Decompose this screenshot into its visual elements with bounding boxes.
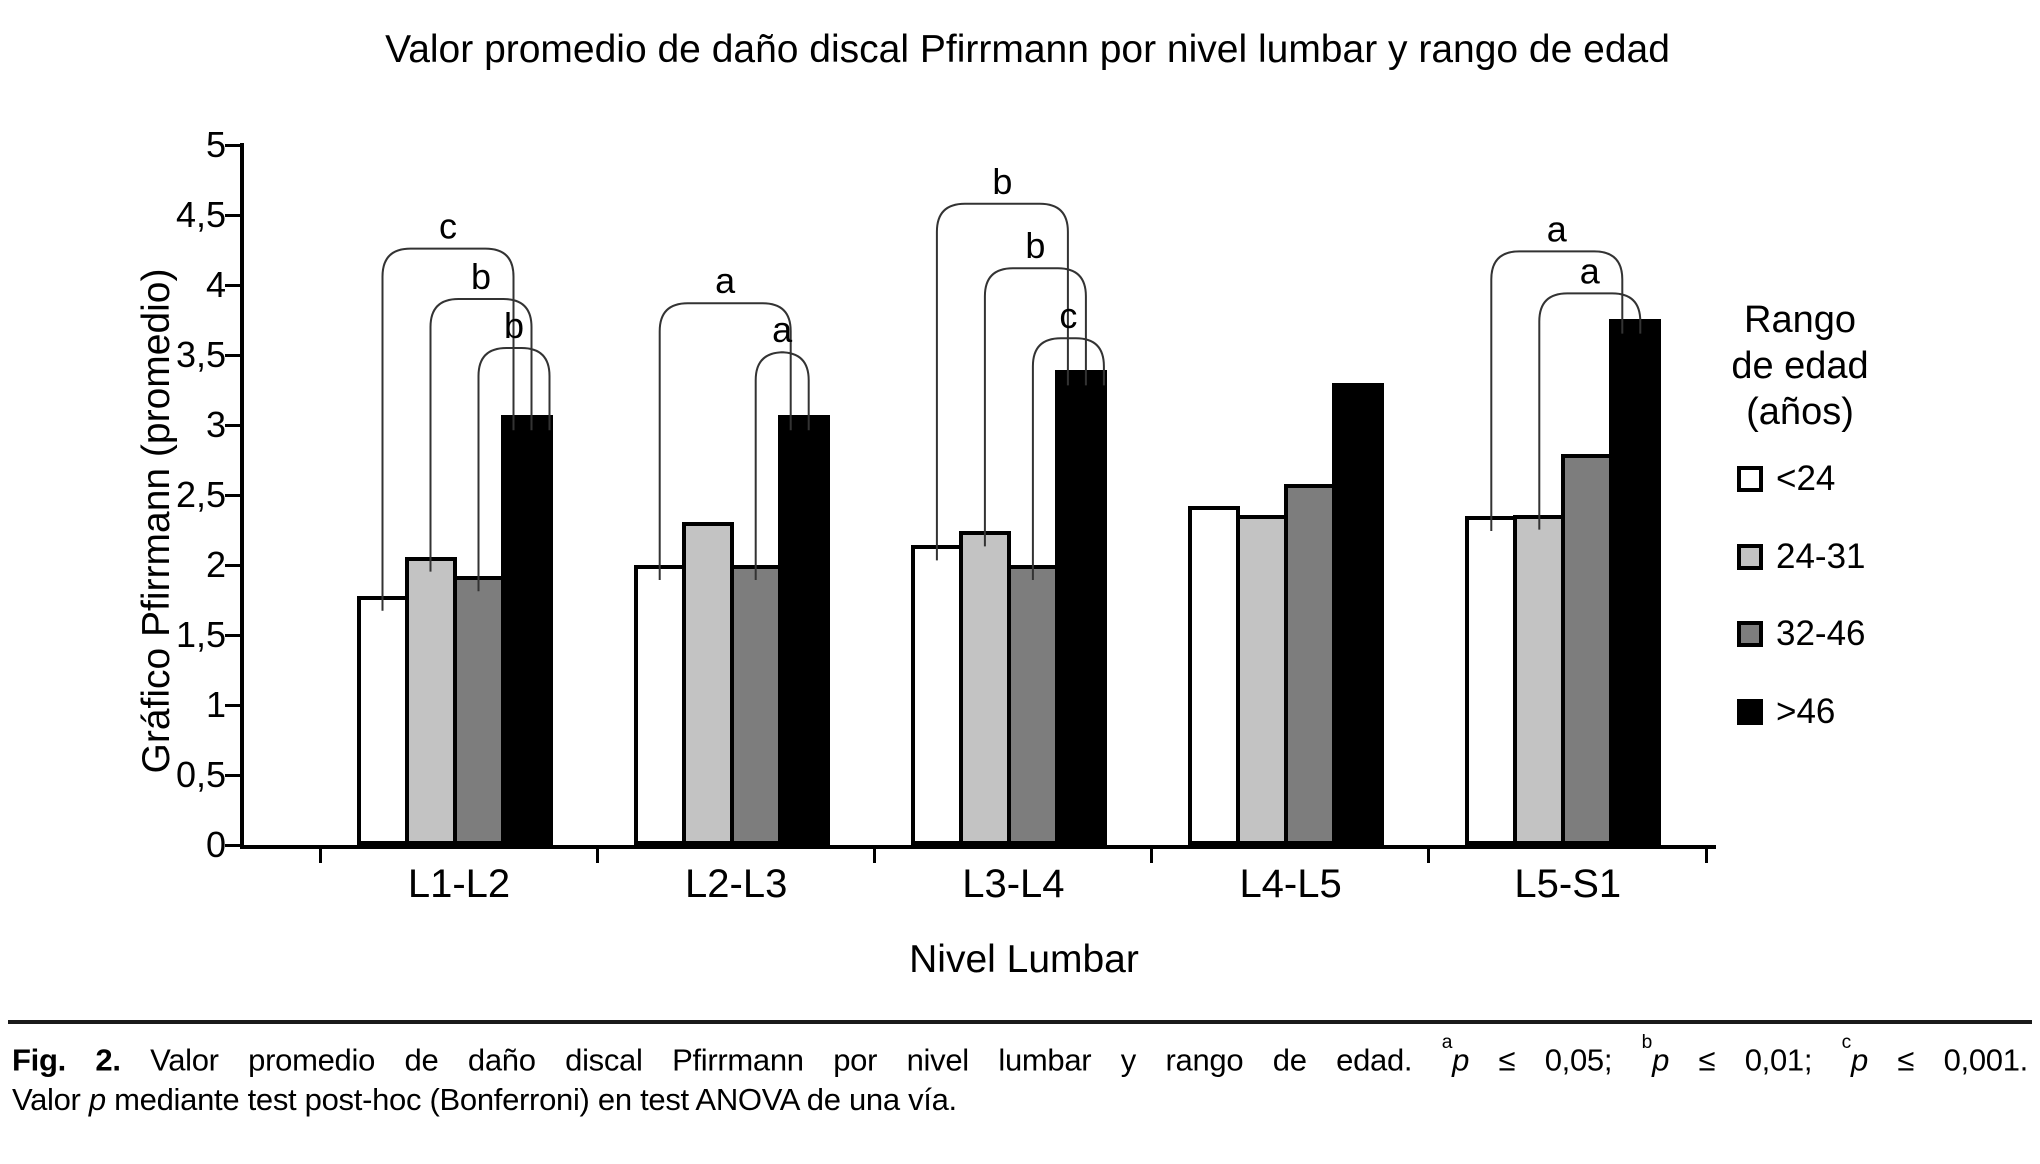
y-tick-label: 5: [205, 124, 226, 165]
p-symbol: p: [1652, 1042, 1670, 1078]
y-tick-mark: [225, 633, 240, 637]
x-category-label: L3-L4: [962, 862, 1065, 906]
x-axis-label: Nivel Lumbar: [909, 938, 1139, 981]
p-symbol: p: [1850, 1042, 1868, 1078]
caption-divider: [8, 1020, 2032, 1024]
legend-label: <24: [1776, 459, 1836, 498]
x-category-label: L4-L5: [1239, 862, 1342, 906]
x-category-label: L1-L2: [407, 862, 511, 906]
p-symbol: p: [88, 1082, 106, 1118]
caption-text: Valor promedio de daño discal Pfirrmann …: [120, 1042, 1442, 1078]
caption-line2-pre: Valor: [12, 1082, 89, 1118]
y-tick-mark: [225, 143, 240, 147]
bar-32-46-L2-L3: [729, 565, 782, 845]
caption-line2-post: mediante test post-hoc (Bonferroni) en t…: [105, 1082, 957, 1118]
y-tick-mark: [225, 703, 240, 707]
caption-line-1: Fig. 2. Valor promedio de daño discal Pf…: [12, 1032, 2028, 1080]
y-tick-mark: [225, 843, 240, 847]
bar-46-L3-L4: [1054, 370, 1107, 845]
legend-label: >46: [1776, 691, 1836, 731]
bar-24-31-L4-L5: [1236, 514, 1289, 845]
y-tick-mark: [225, 423, 240, 427]
legend-swatch-32-46: [1737, 621, 1763, 647]
bar-24-31-L3-L4: [958, 531, 1011, 845]
sig-threshold-b: ≤ 0,01;: [1669, 1042, 1842, 1078]
bar-32-46-L4-L5: [1284, 483, 1337, 845]
y-tick-label: 1: [205, 684, 226, 725]
x-category-label: L5-S1: [1514, 862, 1622, 906]
y-tick-label: 0,5: [175, 754, 226, 795]
bar-32-46-L5-S1: [1561, 454, 1614, 845]
bar-24-L5-S1: [1465, 516, 1518, 845]
bar-24-L3-L4: [910, 545, 963, 845]
sig-sup-a: a: [1441, 1032, 1453, 1054]
y-tick-mark: [225, 283, 240, 287]
x-tick-mark: [318, 849, 322, 863]
bar-24-L4-L5: [1188, 506, 1241, 845]
x-tick-mark: [872, 849, 876, 863]
y-tick-mark: [225, 353, 240, 357]
x-tick-mark: [595, 849, 599, 863]
legend-title: Rango de edad (años): [1700, 297, 1900, 435]
sig-threshold-a: ≤ 0,05;: [1469, 1042, 1642, 1078]
bar-46-L1-L2: [500, 415, 553, 845]
plot-area: [240, 143, 1716, 849]
legend-label: 24-31: [1776, 536, 1866, 576]
legend-swatch-24: [1737, 466, 1763, 492]
y-tick-mark: [225, 213, 240, 217]
sig-threshold-c: ≤ 0,001.: [1867, 1042, 2028, 1078]
y-tick-mark: [225, 773, 240, 777]
figure-caption: Fig. 2. Valor promedio de daño discal Pf…: [12, 1032, 2028, 1120]
p-symbol: p: [1452, 1042, 1470, 1078]
bar-24-L1-L2: [356, 595, 409, 845]
legend-label: 32-46: [1776, 614, 1866, 653]
figure-number: Fig. 2.: [12, 1042, 121, 1078]
chart-title: Valor promedio de daño discal Pfirrmann …: [385, 28, 1670, 71]
y-tick-mark: [225, 493, 240, 497]
y-tick-mark: [225, 563, 240, 567]
bar-24-31-L2-L3: [681, 521, 734, 845]
y-tick-label: 0: [205, 824, 226, 865]
y-tick-label: 3,5: [175, 334, 226, 375]
legend: Rango de edad (años) <24 24-31 32-46 >46: [1700, 0, 2040, 900]
sig-sup-c: c: [1841, 1032, 1852, 1054]
legend-title-line: Rango: [1744, 299, 1856, 341]
bar-32-46-L3-L4: [1006, 565, 1059, 845]
caption-line-2: Valor p mediante test post-hoc (Bonferro…: [12, 1080, 2028, 1120]
x-tick-mark: [1427, 849, 1431, 863]
x-tick-mark: [1150, 849, 1154, 863]
x-tick-mark: [1704, 849, 1708, 863]
bar-46-L4-L5: [1332, 383, 1385, 845]
y-tick-label: 4: [205, 264, 226, 305]
y-tick-label: 3: [205, 404, 226, 445]
y-tick-label: 2,5: [175, 474, 226, 515]
bar-46-L2-L3: [777, 415, 830, 845]
bar-32-46-L1-L2: [452, 576, 505, 845]
y-tick-label: 4,5: [175, 194, 226, 235]
sig-sup-b: b: [1641, 1032, 1653, 1054]
bar-24-31-L1-L2: [404, 556, 457, 845]
y-tick-label: 1,5: [175, 614, 226, 655]
x-category-label: L2-L3: [685, 862, 788, 906]
legend-swatch-24-31: [1737, 543, 1763, 570]
legend-swatch-46: [1737, 698, 1763, 725]
bar-24-31-L5-S1: [1513, 514, 1566, 845]
y-tick-label: 2: [205, 544, 226, 585]
legend-title-line: (años): [1746, 391, 1854, 433]
legend-title-line: de edad: [1731, 345, 1869, 387]
bar-46-L5-S1: [1609, 318, 1662, 845]
bar-24-L2-L3: [633, 565, 686, 845]
